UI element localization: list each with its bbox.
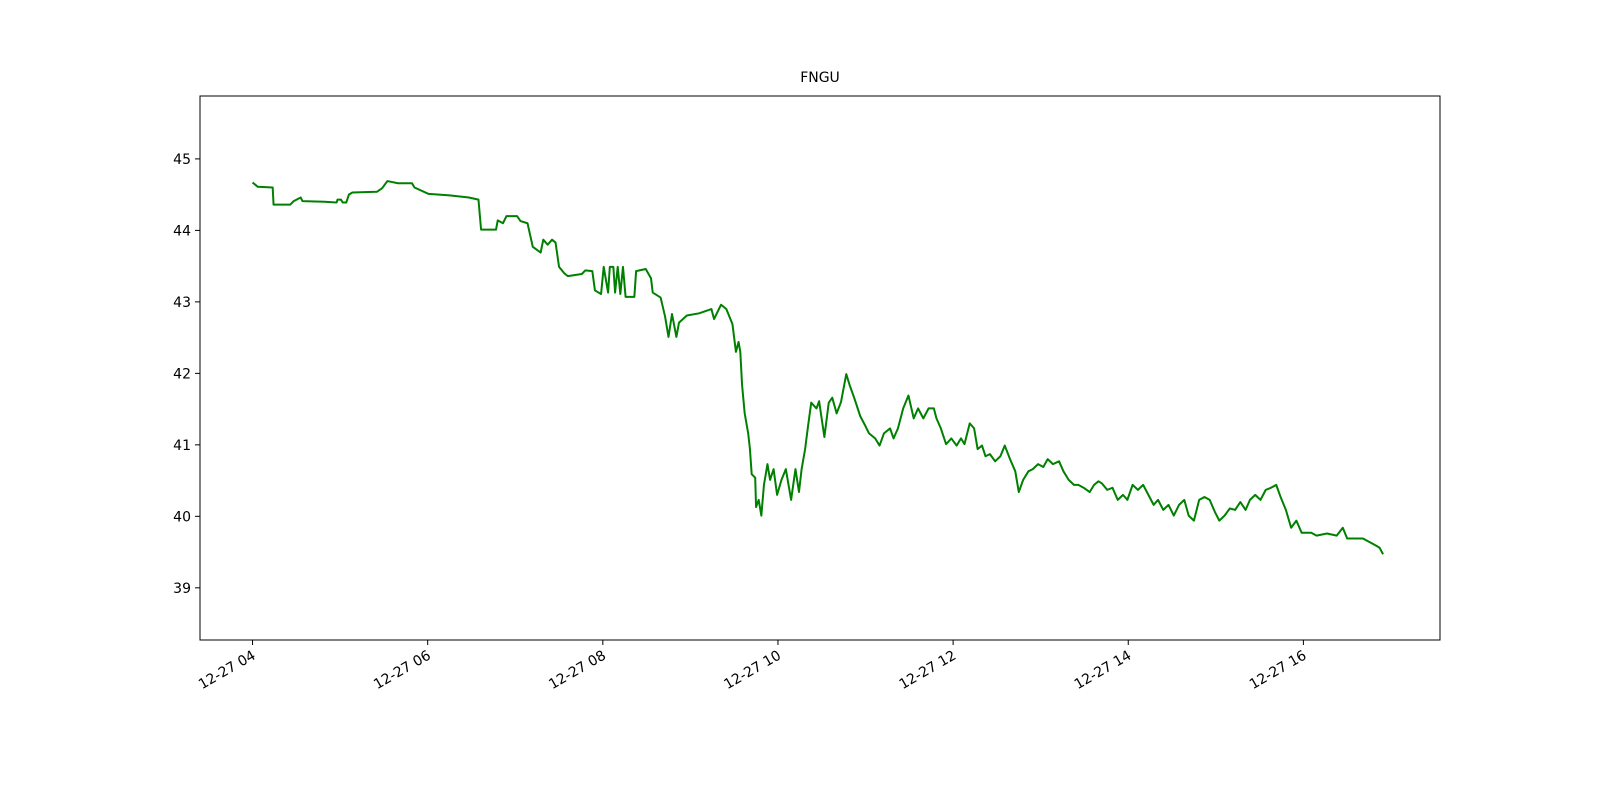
price-line xyxy=(251,180,1384,555)
y-tick-label: 45 xyxy=(173,152,191,168)
y-tick-label: 42 xyxy=(173,366,191,382)
y-tick-label: 39 xyxy=(173,581,191,597)
y-tick-label: 43 xyxy=(173,295,191,311)
plot-frame xyxy=(199,95,1441,641)
y-tick-label: 41 xyxy=(173,438,191,454)
y-tick-label: 40 xyxy=(173,509,191,525)
y-tick-label: 44 xyxy=(173,223,191,239)
chart-title: FNGU xyxy=(800,70,840,86)
